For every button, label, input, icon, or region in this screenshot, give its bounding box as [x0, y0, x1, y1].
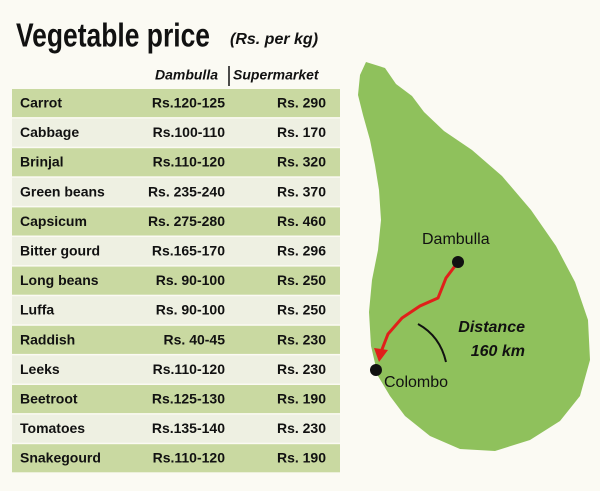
dambulla-dot: [452, 256, 464, 268]
dambulla-price: Rs.135-140: [152, 420, 225, 436]
dambulla-price: Rs. 90-100: [156, 272, 225, 288]
origin-label: Dambulla: [422, 231, 490, 248]
supermarket-price: Rs. 250: [277, 302, 326, 318]
supermarket-price: Rs. 170: [277, 124, 326, 140]
table-row: [12, 325, 340, 354]
supermarket-price: Rs. 190: [277, 450, 326, 466]
vegetable-name: Luffa: [20, 302, 54, 318]
dambulla-price: Rs. 90-100: [156, 302, 225, 318]
destination-label: Colombo: [384, 374, 448, 391]
vegetable-name: Leeks: [20, 361, 60, 377]
vegetable-name: Long beans: [20, 272, 99, 288]
supermarket-price: Rs. 230: [277, 361, 326, 377]
table: Carrot Rs.120-125 Rs. 290 Cabbage Rs.100-110…: [12, 89, 340, 473]
supermarket-price: Rs. 250: [277, 272, 326, 288]
supermarket-price: Rs. 230: [277, 420, 326, 436]
sri-lanka-map: [358, 62, 590, 451]
route: [379, 261, 460, 353]
route-arrow: [374, 348, 388, 362]
supermarket-price: Rs. 460: [277, 213, 326, 229]
vegetable-name: Capsicum: [20, 213, 87, 229]
table-row: [12, 296, 340, 325]
supermarket-price: Rs. 230: [277, 331, 326, 347]
column-header: Supermarket: [233, 67, 320, 83]
table-row: [12, 355, 340, 384]
supermarket-price: Rs. 370: [277, 183, 326, 199]
distance-value: 160 km: [471, 343, 525, 360]
table-row: [12, 237, 340, 266]
supermarket-price: Rs. 296: [277, 243, 326, 259]
supermarket-price: Rs. 320: [277, 154, 326, 170]
table-row: [12, 148, 340, 177]
dambulla-price: Rs. 275-280: [148, 213, 225, 229]
table-row: [12, 444, 340, 473]
column-header: Dambulla: [155, 67, 218, 83]
dambulla-price: Rs.120-125: [152, 95, 225, 111]
dambulla-price: Rs. 40-45: [164, 331, 226, 347]
table-row: [12, 266, 340, 295]
title: Vegetable price: [16, 17, 210, 54]
table-row: [12, 414, 340, 443]
vegetable-name: Brinjal: [20, 154, 64, 170]
table-row: [12, 118, 340, 147]
table-row: [12, 177, 340, 206]
vegetable-name: Beetroot: [20, 391, 78, 407]
dambulla-price: Rs.110-120: [153, 154, 226, 170]
table-row: [12, 385, 340, 414]
vegetable-name: Raddish: [20, 331, 75, 347]
distance-arc: [417, 323, 447, 363]
supermarket-price: Rs. 290: [277, 95, 326, 111]
vegetable-name: Tomatoes: [20, 420, 85, 436]
distance-label: Distance: [458, 319, 525, 336]
table-row: [12, 207, 340, 236]
colombo-dot: [370, 364, 382, 376]
table-row: [12, 89, 340, 118]
vegetable-name: Cabbage: [20, 124, 79, 140]
vegetable-name: Bitter gourd: [20, 243, 100, 259]
supermarket-price: Rs. 190: [277, 391, 326, 407]
dambulla-price: Rs.110-120: [153, 450, 226, 466]
vegetable-name: Carrot: [20, 95, 62, 111]
dambulla-price: Rs.110-120: [153, 361, 226, 377]
dambulla-price: Rs.165-170: [152, 243, 225, 259]
dambulla-price: Rs.125-130: [152, 391, 225, 407]
dambulla-price: Rs. 235-240: [148, 183, 225, 199]
vegetable-name: Green beans: [20, 183, 105, 199]
vegetable-name: Snakegourd: [20, 450, 101, 466]
dambulla-price: Rs.100-110: [153, 124, 226, 140]
unit: (Rs. per kg): [230, 31, 318, 48]
